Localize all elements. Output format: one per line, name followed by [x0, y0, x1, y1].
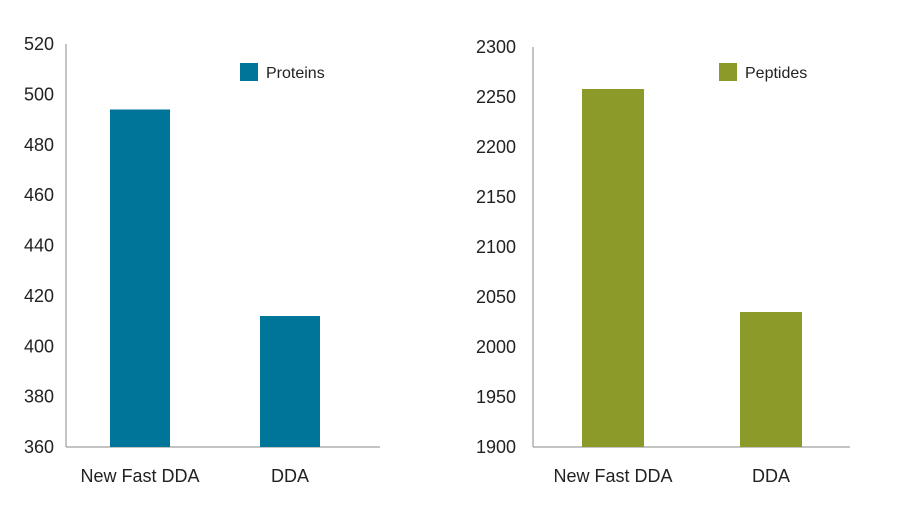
y-tick-label: 480: [24, 135, 54, 155]
proteins-chart: 360 380 400 420 440 460 480 500 520 New Fast DDA D…: [24, 34, 380, 486]
y-tick-label: 440: [24, 236, 54, 256]
peptides-chart: 1900 1950 2000 2050 2100 2150 2200 2250 2300 New …: [476, 37, 850, 486]
y-tick-label: 2150: [476, 187, 516, 207]
x-category-label: DDA: [752, 466, 790, 486]
x-category-label: New Fast DDA: [80, 466, 199, 486]
y-tick-label: 2200: [476, 137, 516, 157]
y-tick-label: 1900: [476, 437, 516, 457]
y-tick-label: 2250: [476, 87, 516, 107]
y-tick-label: 360: [24, 437, 54, 457]
y-tick-label: 460: [24, 185, 54, 205]
legend-label: Peptides: [745, 65, 807, 82]
y-tick-label: 400: [24, 336, 54, 356]
bar-new-fast-dda: [110, 109, 170, 448]
y-tick-label: 520: [24, 34, 54, 54]
y-tick-label: 2000: [476, 337, 516, 357]
legend-swatch: [240, 63, 258, 81]
y-tick-label: 1950: [476, 387, 516, 407]
y-tick-label: 380: [24, 387, 54, 407]
y-tick-label: 500: [24, 84, 54, 104]
y-tick-label: 2100: [476, 237, 516, 257]
bar-dda: [740, 312, 802, 447]
legend-label: Proteins: [266, 65, 325, 82]
y-tick-label: 2300: [476, 37, 516, 57]
x-category-label: New Fast DDA: [553, 466, 672, 486]
y-tick-label: 420: [24, 286, 54, 306]
bar-dda: [260, 316, 320, 447]
x-category-label: DDA: [271, 466, 309, 486]
y-tick-label: 2050: [476, 287, 516, 307]
legend-swatch: [719, 63, 737, 81]
bar-new-fast-dda: [582, 89, 644, 447]
